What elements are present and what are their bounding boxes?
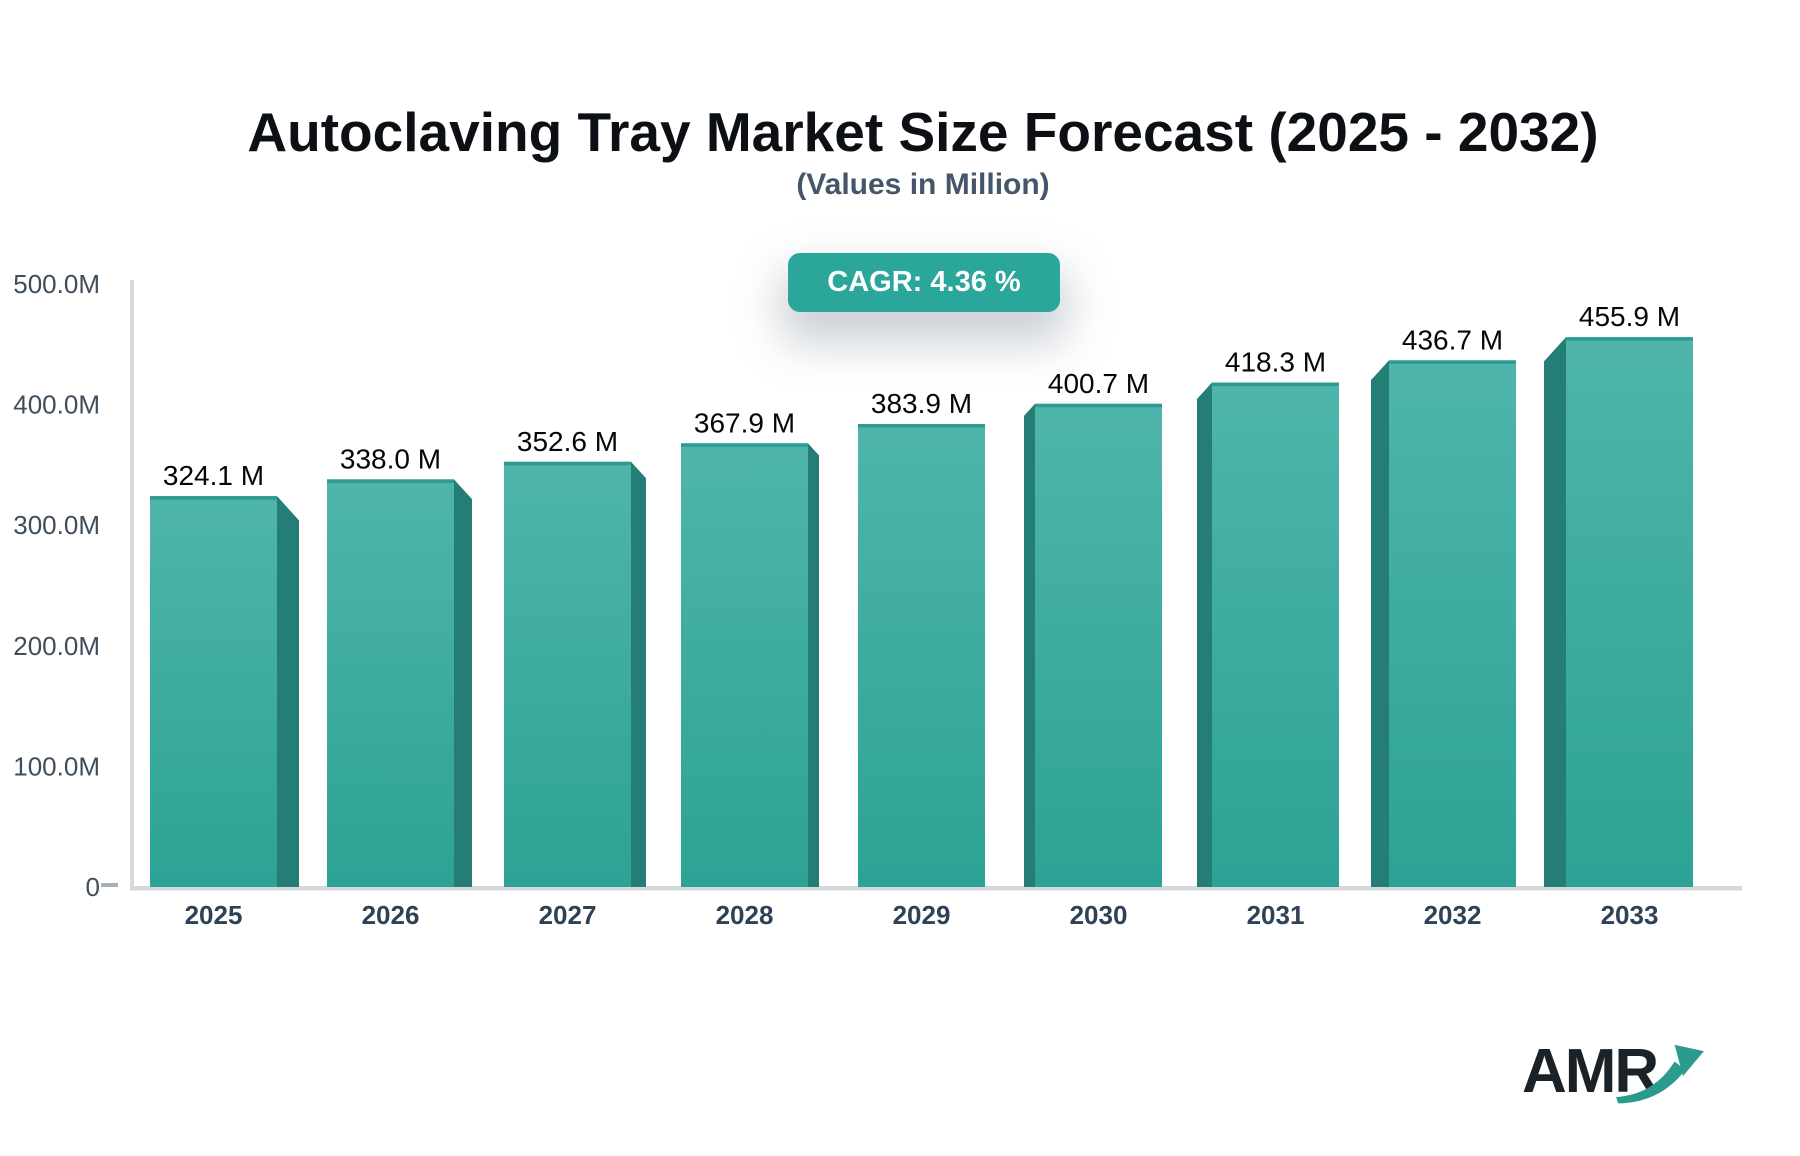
amr-logo: AMR: [1522, 1036, 1722, 1116]
x-tick-label: 2027: [539, 900, 597, 930]
bar: [1566, 337, 1693, 888]
bar-side: [454, 479, 472, 887]
bar-side: [1544, 337, 1566, 888]
y-tick-label: 300.0M: [13, 510, 100, 540]
bar-top-edge: [150, 496, 277, 500]
chart-title: Autoclaving Tray Market Size Forecast (2…: [247, 101, 1599, 163]
x-tick-label: 2028: [716, 900, 774, 930]
bar: [1212, 382, 1339, 887]
bar-value-label: 367.9 M: [694, 407, 795, 438]
bar-side: [1197, 382, 1212, 887]
cagr-badge: CAGR: 4.36 %: [788, 253, 1060, 312]
bar-top-edge: [1566, 337, 1693, 341]
bar: [681, 443, 808, 887]
bar-side: [808, 443, 819, 887]
y-tick-label: 200.0M: [13, 631, 100, 661]
x-tick-label: 2026: [362, 900, 420, 930]
x-tick-label: 2030: [1070, 900, 1128, 930]
x-tick-label: 2029: [893, 900, 951, 930]
bar-value-label: 436.7 M: [1402, 324, 1503, 355]
bar: [858, 424, 985, 887]
bar-value-label: 352.6 M: [517, 426, 618, 457]
bar-value-label: 338.0 M: [340, 443, 441, 474]
bar-side: [631, 461, 646, 887]
y-tick-label: 400.0M: [13, 390, 100, 420]
bar-value-label: 400.7 M: [1048, 368, 1149, 399]
bar-value-label: 455.9 M: [1579, 301, 1680, 332]
bar: [150, 496, 277, 887]
amr-logo-arrow-icon: [1616, 1044, 1704, 1104]
bar: [504, 461, 631, 887]
bar-top-edge: [327, 479, 454, 483]
chart-subtitle: (Values in Million): [796, 168, 1050, 201]
y-tick-label: 100.0M: [13, 751, 100, 781]
bar-side: [1371, 360, 1389, 887]
y-axis-line: [130, 280, 134, 890]
x-tick-label: 2032: [1424, 900, 1482, 930]
zero-tick: [101, 883, 118, 887]
bar-top-edge: [1389, 360, 1516, 364]
bar-side: [277, 496, 299, 887]
bar-value-label: 418.3 M: [1225, 347, 1326, 378]
bar-top-edge: [858, 424, 985, 428]
x-tick-label: 2033: [1601, 900, 1659, 930]
bar-value-label: 383.9 M: [871, 388, 972, 419]
x-tick-label: 2031: [1247, 900, 1305, 930]
bar: [327, 479, 454, 887]
bar-side: [1024, 403, 1035, 887]
y-tick-label: 500.0M: [13, 269, 100, 299]
x-tick-label: 2025: [185, 900, 243, 930]
bar-top-edge: [1035, 403, 1162, 408]
bar: [1389, 360, 1516, 887]
bar-value-label: 324.1 M: [163, 460, 264, 491]
bar-top-edge: [1212, 382, 1339, 387]
bar-top-edge: [504, 461, 631, 466]
y-tick-label: 0: [86, 872, 100, 902]
x-axis-line: [130, 886, 1742, 891]
bar: [1035, 403, 1162, 887]
bar-top-edge: [681, 443, 808, 447]
